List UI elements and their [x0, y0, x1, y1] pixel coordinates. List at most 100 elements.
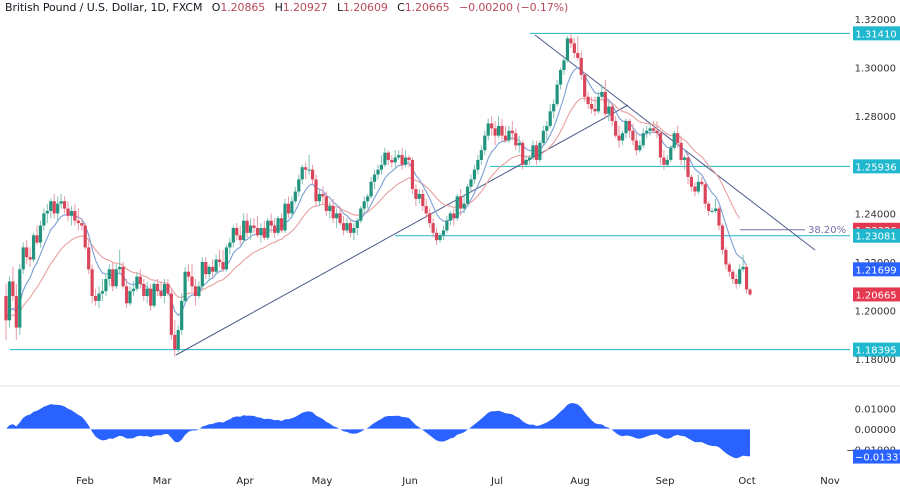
- price-tag[interactable]: [853, 262, 900, 277]
- candle: [183, 266, 187, 304]
- candle: [713, 198, 718, 214]
- candle-body: [490, 123, 494, 129]
- candle: [107, 264, 111, 287]
- price-tick-label: 1.30000: [855, 64, 896, 75]
- candle: [459, 189, 463, 216]
- candle-body: [273, 225, 277, 233]
- candle: [118, 249, 122, 275]
- candle: [424, 198, 428, 219]
- candle-body: [651, 128, 656, 131]
- rising-support-trendline[interactable]: [175, 104, 629, 356]
- candle-body: [710, 210, 714, 212]
- candle-body: [100, 291, 105, 294]
- candle: [651, 121, 656, 134]
- candle-body: [486, 123, 490, 136]
- candle: [431, 218, 435, 238]
- candle-body: [496, 125, 501, 136]
- high-value: 1.20927: [282, 1, 328, 14]
- price-tag[interactable]: [853, 26, 900, 41]
- price-tag[interactable]: [853, 287, 900, 302]
- candle: [648, 123, 652, 136]
- candle-body: [159, 291, 163, 297]
- candle: [617, 125, 621, 148]
- candle: [21, 242, 25, 275]
- candle-body: [696, 181, 700, 192]
- candle-body: [503, 135, 508, 141]
- candle-body: [359, 208, 363, 221]
- candle-body: [731, 271, 735, 280]
- candle-body: [693, 186, 697, 192]
- candle-body: [56, 203, 60, 214]
- candle-body: [424, 206, 428, 214]
- candle: [614, 116, 618, 139]
- candle: [579, 50, 583, 80]
- candle-body: [438, 235, 442, 241]
- candle: [496, 116, 501, 139]
- candle-body: [93, 296, 98, 301]
- candle: [35, 225, 39, 245]
- candle-body: [541, 130, 545, 143]
- candle: [204, 257, 208, 280]
- candle: [693, 181, 697, 197]
- candle-body: [207, 266, 211, 275]
- candle-body: [445, 220, 449, 231]
- candle: [359, 206, 363, 224]
- candle: [290, 196, 294, 219]
- candle: [658, 130, 663, 165]
- candle: [397, 150, 401, 160]
- candle: [87, 240, 91, 275]
- price-tag-label: 1.18395: [855, 346, 896, 357]
- candle-body: [393, 157, 397, 163]
- candle-body: [713, 208, 718, 211]
- candle: [138, 269, 142, 289]
- price-tick-label: 1.24000: [855, 209, 896, 220]
- horizontal-levels[interactable]: [10, 32, 850, 351]
- candle-body: [4, 296, 8, 321]
- candle-body: [376, 169, 380, 175]
- trendlines[interactable]: [175, 34, 816, 356]
- time-axis[interactable]: Feb Mar Apr May Jun Jul Aug Sep Oct Nov: [76, 476, 840, 487]
- candle-body: [586, 96, 590, 105]
- month-label-feb: Feb: [76, 476, 94, 487]
- candle: [228, 237, 232, 255]
- price-tag[interactable]: [853, 342, 900, 357]
- candle: [696, 174, 700, 194]
- candle: [434, 227, 439, 245]
- candle-body: [286, 203, 291, 214]
- candle: [572, 38, 576, 58]
- candle: [193, 279, 198, 306]
- price-tag[interactable]: [853, 159, 900, 174]
- candle-body: [603, 91, 607, 114]
- fib-38-label: 38.20%: [808, 225, 846, 236]
- candle-body: [610, 106, 614, 122]
- candle: [4, 283, 8, 340]
- osc-value-tag[interactable]: [853, 449, 900, 464]
- candle: [624, 118, 628, 139]
- candle-body: [45, 210, 49, 214]
- candle: [114, 264, 118, 289]
- candle-body: [579, 57, 583, 75]
- month-label-sep: Sep: [656, 476, 675, 487]
- candle: [273, 218, 277, 238]
- candle: [269, 213, 273, 233]
- fib-level[interactable]: 38.20%: [740, 225, 846, 236]
- candle: [207, 264, 211, 282]
- candle: [465, 184, 470, 207]
- price-tag[interactable]: [853, 228, 900, 243]
- candle-body: [748, 289, 752, 295]
- candle-body: [483, 135, 487, 151]
- candle: [283, 198, 287, 233]
- candle-body: [169, 293, 173, 335]
- candlesticks: [4, 33, 752, 357]
- candle: [31, 232, 36, 262]
- candle-body: [66, 208, 70, 216]
- candle: [562, 55, 566, 75]
- candle: [190, 264, 194, 292]
- candle-body: [352, 227, 356, 233]
- candle-body: [107, 269, 111, 280]
- candle-body: [173, 334, 177, 350]
- price-axis[interactable]: 1.320001.300001.280001.240001.220001.200…: [853, 15, 900, 366]
- candle: [307, 155, 311, 175]
